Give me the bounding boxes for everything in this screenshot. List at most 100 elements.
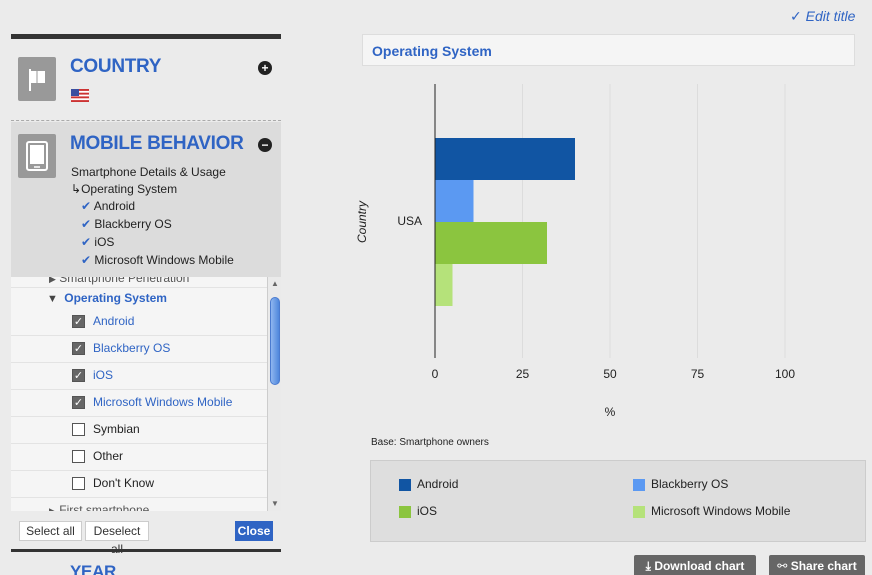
legend-label-android: Android	[417, 477, 459, 491]
windows-mobile-option-label[interactable]: Microsoft Windows Mobile	[93, 395, 233, 409]
summary-subcategory-label: Operating System	[81, 182, 178, 196]
category-label: USA	[397, 214, 422, 228]
bar-android[interactable]	[435, 138, 575, 180]
ios-checkbox[interactable]: ✓	[72, 369, 85, 382]
list-item-label: Smartphone Penetration	[59, 277, 190, 285]
close-button[interactable]: Close	[235, 521, 273, 541]
scroll-up-icon[interactable]: ▲	[271, 279, 279, 288]
android-option-label[interactable]: Android	[93, 314, 135, 328]
x-tick-label: 75	[691, 367, 705, 381]
checkmark-icon: ✔	[81, 217, 92, 231]
year-title[interactable]: YEAR	[70, 562, 117, 575]
row-divider	[11, 416, 267, 417]
download-chart-button[interactable]: ⤓ Download chart	[634, 555, 756, 575]
share-chart-button[interactable]: ⚯ Share chart	[769, 555, 865, 575]
scrollbar-thumb[interactable]	[270, 297, 280, 385]
row-divider	[11, 443, 267, 444]
select-all-button[interactable]: Select all	[19, 521, 82, 541]
bar-ios[interactable]	[435, 222, 547, 264]
x-tick-label: 25	[516, 367, 530, 381]
edit-title-label: Edit title	[805, 8, 856, 24]
symbian-option-label[interactable]: Symbian	[93, 422, 140, 436]
share-chart-label: Share chart	[790, 559, 857, 573]
summary-item: ✔ Android	[81, 199, 135, 213]
ios-option-label[interactable]: iOS	[93, 368, 114, 382]
checkmark-icon: ✔	[81, 235, 92, 249]
country-title: COUNTRY	[70, 56, 162, 77]
list-item-label: First smartphone	[59, 503, 150, 511]
android-checkbox[interactable]: ✓	[72, 315, 85, 328]
symbian-checkbox[interactable]	[72, 423, 85, 436]
list-scrollbar[interactable]: ▲ ▼	[267, 277, 281, 511]
collapse-mobile-button[interactable]: −	[258, 138, 272, 152]
list-item-collapsed[interactable]: ▶ First smartphone	[49, 503, 149, 511]
chart-title: Operating System	[372, 43, 492, 59]
checkmark-icon: ✔	[81, 253, 92, 267]
legend-swatch-ios	[399, 506, 411, 518]
triangle-right-icon: ▶	[49, 277, 56, 284]
row-divider	[11, 287, 267, 288]
row-divider	[11, 470, 267, 471]
row-divider	[11, 497, 267, 498]
list-group-expanded[interactable]: ▼ Operating System	[47, 291, 167, 305]
blackberry-option-label[interactable]: Blackberry OS	[93, 341, 171, 355]
summary-category: Smartphone Details & Usage	[71, 165, 226, 179]
windows-mobile-checkbox[interactable]: ✓	[72, 396, 85, 409]
download-chart-label: Download chart	[654, 559, 745, 573]
bar-microsoft-windows-mobile[interactable]	[435, 264, 453, 306]
mobile-behavior-section: MOBILE BEHAVIOR − Smartphone Details & U…	[11, 122, 281, 277]
other-option-label[interactable]: Other	[93, 449, 124, 463]
base-note: Base: Smartphone owners	[371, 437, 489, 448]
x-tick-label: 100	[775, 367, 795, 381]
chart-legend: Android Blackberry OS iOS Microsoft Wind…	[370, 460, 866, 542]
country-section[interactable]: COUNTRY +	[11, 39, 281, 121]
summary-item: ✔ iOS	[81, 235, 114, 249]
arrow-down-right-icon: ↳	[71, 182, 82, 196]
chart-title-bar: Operating System	[362, 34, 855, 66]
triangle-down-icon: ▼	[47, 293, 58, 305]
summary-subcategory: ↳Operating System	[71, 182, 177, 196]
flag-icon	[18, 57, 56, 101]
chart-grid	[522, 84, 786, 358]
option-list: ▶ Smartphone Penetration ▼ Operating Sys…	[11, 277, 281, 511]
blackberry-checkbox[interactable]: ✓	[72, 342, 85, 355]
bar-chart: 0 25 50 75 100 USA Country %	[355, 84, 796, 419]
list-item-collapsed[interactable]: ▶ Smartphone Penetration	[49, 277, 189, 285]
pencil-icon: ✓	[790, 8, 802, 24]
x-tick-label: 50	[603, 367, 617, 381]
summary-item-label: Blackberry OS	[94, 217, 172, 231]
triangle-right-icon: ▶	[49, 506, 56, 511]
dont-know-checkbox[interactable]	[72, 477, 85, 490]
legend-label-ios: iOS	[417, 504, 438, 518]
list-footer: Select all Deselect all Close	[11, 511, 281, 556]
bar-blackberry-os[interactable]	[435, 180, 474, 222]
us-flag-icon	[71, 89, 89, 102]
x-axis-label: %	[605, 405, 616, 419]
other-checkbox[interactable]	[72, 450, 85, 463]
row-divider	[11, 362, 267, 363]
summary-item: ✔ Microsoft Windows Mobile	[81, 253, 234, 267]
mobile-behavior-title: MOBILE BEHAVIOR	[70, 133, 244, 154]
legend-swatch-blackberry	[633, 479, 645, 491]
download-icon: ⤓	[645, 559, 651, 573]
deselect-all-button[interactable]: Deselect all	[85, 521, 149, 556]
y-axis-label: Country	[355, 200, 369, 243]
dont-know-option-label[interactable]: Don't Know	[93, 476, 154, 490]
x-tick-label: 0	[432, 367, 439, 381]
chart-x-ticks: 0 25 50 75 100	[432, 367, 796, 381]
phone-icon	[18, 134, 56, 178]
summary-item-label: Microsoft Windows Mobile	[94, 253, 234, 267]
edit-title-link[interactable]: ✓ Edit title	[790, 8, 855, 25]
legend-label-blackberry: Blackberry OS	[651, 477, 729, 491]
scroll-down-icon[interactable]: ▼	[271, 499, 279, 508]
chart-bars	[435, 138, 575, 306]
expand-country-button[interactable]: +	[258, 61, 272, 75]
checkmark-icon: ✔	[81, 199, 92, 213]
link-icon: ⚯	[777, 559, 788, 573]
legend-label-windows-mobile: Microsoft Windows Mobile	[651, 504, 791, 518]
sidebar-top-bar	[11, 34, 281, 39]
sidebar-bottom-bar	[11, 549, 281, 552]
summary-item-label: Android	[93, 199, 136, 213]
section-divider	[11, 120, 281, 121]
